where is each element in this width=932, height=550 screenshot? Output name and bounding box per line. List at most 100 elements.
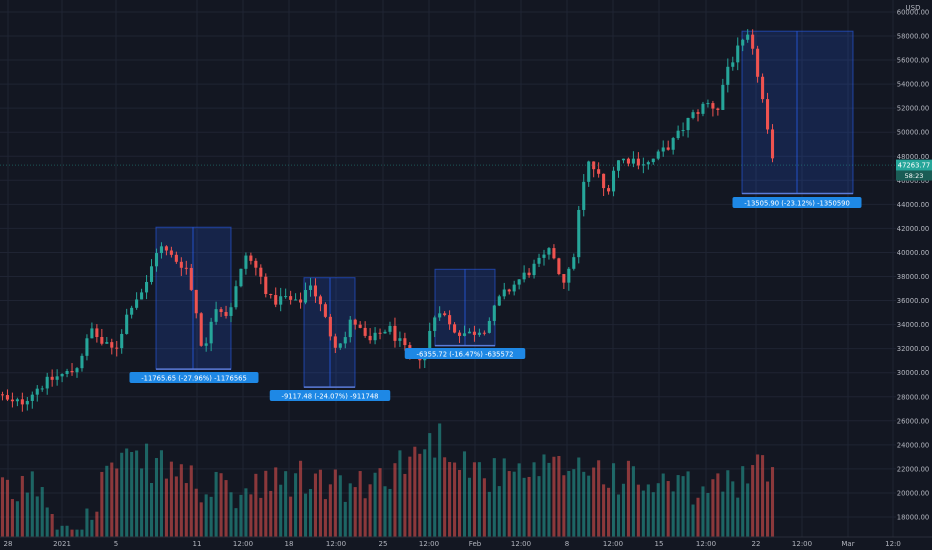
price-tick-label: 60000.00	[897, 8, 929, 16]
candle-body	[40, 388, 44, 390]
volume-bar	[616, 494, 621, 537]
volume-bar	[582, 471, 586, 537]
candle-body	[527, 272, 531, 276]
candle-body	[448, 315, 452, 325]
candle-body	[30, 394, 34, 401]
candle-body	[135, 299, 139, 308]
volume-bar	[214, 471, 218, 537]
time-tick-label: 28	[4, 540, 13, 548]
volume-bar	[368, 484, 372, 537]
candle-body	[512, 284, 516, 292]
candle-body	[353, 319, 357, 325]
candle-body	[338, 343, 342, 348]
countdown-tag	[896, 170, 932, 181]
volume-bar	[388, 488, 392, 537]
candle-body	[537, 257, 541, 264]
volume-bar	[393, 463, 397, 537]
volume-bar	[766, 481, 770, 537]
price-tick-label: 58000.00	[897, 33, 929, 41]
candle-body	[95, 328, 99, 337]
candle-body	[666, 147, 670, 150]
volume-bar	[25, 492, 29, 537]
price-tick-label: 20000.00	[897, 489, 929, 497]
candle-body	[10, 399, 14, 402]
candle-body	[671, 138, 675, 150]
volume-bar	[418, 453, 422, 537]
candle-body	[224, 312, 228, 316]
candle-body	[741, 39, 745, 46]
time-tick-label: 12:00	[419, 540, 439, 548]
volume-bar	[646, 484, 650, 537]
candle-body	[636, 158, 640, 166]
volume-bar	[328, 484, 332, 537]
volume-bar	[50, 514, 54, 537]
time-tick-label: 12:0	[885, 540, 901, 548]
last-price-label: 47263.77	[898, 162, 930, 170]
volume-bar	[274, 467, 278, 537]
candle-body	[502, 289, 506, 297]
volume-bar	[453, 462, 457, 537]
volume-bar	[254, 473, 258, 537]
volume-bar	[194, 488, 198, 537]
volume-bar	[438, 423, 442, 537]
price-tick-label: 36000.00	[897, 297, 929, 305]
price-tick-label: 54000.00	[897, 81, 929, 89]
candle-body	[607, 188, 611, 192]
candle-body	[547, 248, 551, 255]
candle-body	[0, 394, 5, 396]
volume-bar	[60, 525, 64, 537]
candle-body	[646, 162, 650, 165]
volume-bar	[353, 487, 357, 537]
time-tick-label: 12:00	[696, 540, 716, 548]
candle-body	[219, 309, 223, 313]
volume-bar	[736, 497, 740, 537]
candle-body	[557, 258, 561, 275]
candle-body	[711, 103, 715, 109]
candle-body	[373, 332, 377, 341]
volume-bar	[472, 462, 476, 537]
candlesticks	[0, 29, 775, 412]
volume-bar	[666, 481, 670, 537]
candle-body	[736, 45, 740, 63]
candle-body	[294, 299, 298, 301]
volume-bar	[164, 478, 168, 537]
candle-body	[269, 294, 273, 296]
price-tick-label: 32000.00	[897, 345, 929, 353]
price-tick-label: 44000.00	[897, 201, 929, 209]
drawdown-label-background	[404, 348, 526, 359]
volume-bar	[308, 489, 313, 537]
candle-body	[333, 336, 337, 348]
candle-body	[482, 332, 486, 334]
volume-bar	[338, 475, 342, 537]
volume-bar	[45, 507, 49, 537]
candle-body	[194, 289, 198, 314]
candle-body	[616, 160, 621, 171]
candle-body	[706, 103, 710, 105]
volume-bar	[264, 470, 268, 537]
price-axis[interactable]: 18000.00 20000.00 22000.00 24000.00 26000.00…	[897, 8, 929, 521]
candle-body	[303, 289, 308, 303]
candle-body	[651, 158, 655, 163]
price-tick-label: 26000.00	[897, 417, 929, 425]
candle-body	[467, 331, 472, 334]
candle-body	[676, 130, 680, 139]
time-axis[interactable]: 28 2021 5 11 12:00 18 12:00 25 12:00 Feb 12:00 8 12:…	[0, 536, 932, 548]
volume-bar	[413, 446, 417, 537]
candle-body	[542, 254, 546, 258]
candle-body	[214, 309, 218, 322]
volume-bar	[303, 493, 308, 537]
candle-body	[433, 317, 437, 331]
time-tick-label: 5	[114, 540, 118, 548]
volume-bar	[294, 473, 298, 537]
candle-body	[398, 338, 402, 341]
candle-body	[661, 147, 665, 152]
volume-bar	[0, 477, 5, 537]
price-tick-label: 38000.00	[897, 273, 929, 281]
candle-body	[55, 376, 59, 380]
volume-bar	[20, 475, 24, 537]
volume-bar	[656, 483, 660, 537]
countdown-label: 58:23	[905, 172, 924, 180]
volume-bar	[761, 455, 765, 537]
volume-bar	[125, 448, 129, 537]
